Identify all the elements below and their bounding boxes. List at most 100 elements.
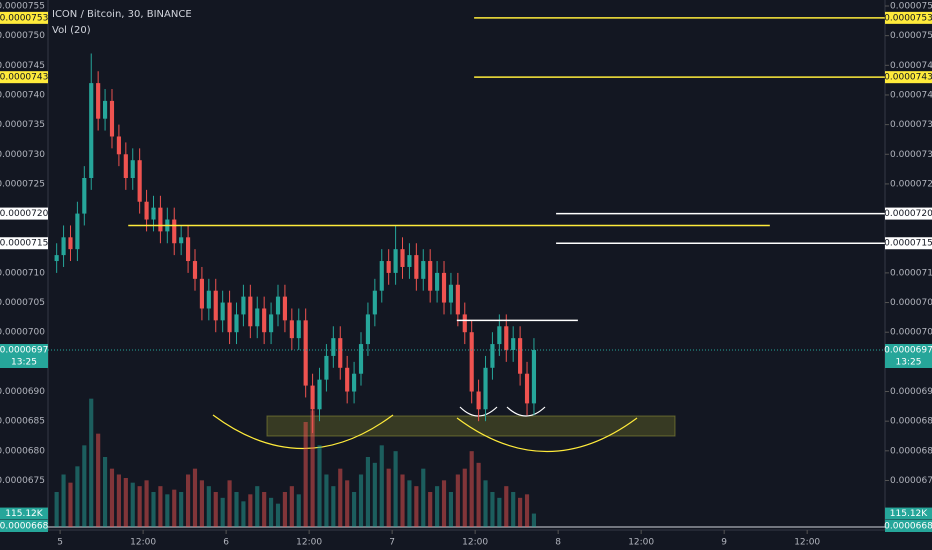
arc [506, 406, 546, 417]
chart-title: ICON / Bitcoin, 30, BINANCE [52, 9, 192, 20]
candle-body [310, 385, 315, 410]
candle-body [116, 136, 121, 155]
volume-bar [116, 474, 121, 527]
candle-body [199, 278, 204, 309]
volume-bar [317, 445, 322, 527]
y-tick-label: 0.0000755 [0, 2, 45, 12]
level-label: 0.0000720 [0, 209, 49, 219]
level-label-box [0, 237, 48, 250]
volume-bar [255, 486, 260, 527]
candle-body [358, 344, 364, 374]
candle-body [137, 160, 142, 202]
candle-body [96, 83, 101, 119]
candle-body [393, 249, 398, 273]
y-tick-label: 0.0000690 [890, 387, 932, 397]
y-tick-label: 0.0000710 [0, 268, 45, 278]
y-tick-label: 0.0000730 [890, 150, 932, 160]
volume-bar [241, 501, 246, 527]
volume-label-box [885, 507, 932, 520]
volume-bar [338, 468, 343, 527]
candle-body [248, 296, 253, 327]
last-price-label-box [885, 344, 932, 356]
volume-bar [172, 489, 177, 527]
candle-body [324, 355, 329, 380]
x-tick-label: 12:00 [462, 538, 488, 548]
volume-bar [192, 468, 198, 527]
volume-bar [469, 451, 474, 527]
volume-bar [407, 480, 412, 527]
y-tick-label: 0.0000705 [0, 298, 45, 308]
candle-body [421, 261, 426, 279]
candle-body [345, 367, 350, 392]
candle-body [372, 290, 377, 315]
candle-body [386, 261, 391, 273]
volume-bar [61, 474, 66, 527]
candle-body [123, 154, 128, 178]
bottom-price-label: 0.0000668 [0, 522, 49, 532]
volume-bar [345, 480, 350, 527]
y-tick-label: 0.0000680 [0, 446, 45, 456]
level-label: 0.0000715 [0, 239, 48, 249]
candle-body [441, 272, 447, 303]
volume-bar [497, 497, 502, 527]
candle-body [462, 314, 467, 333]
candle-body [414, 255, 419, 279]
x-tick-label: 12:00 [628, 538, 654, 548]
x-tick-label: 6 [223, 538, 229, 548]
volume-label: 115.12K [5, 509, 43, 519]
volume-bar [462, 468, 467, 527]
candle-body [428, 261, 433, 291]
x-tick-label: 7 [389, 538, 395, 548]
candle-body [89, 83, 94, 178]
volume-bar [151, 492, 156, 527]
volume-bar [421, 468, 426, 527]
level-label-box [885, 237, 932, 250]
volume-bar [518, 497, 523, 527]
y-tick-label: 0.0000705 [890, 298, 932, 308]
level-label: 0.0000753 [884, 13, 932, 23]
volume-bar [75, 466, 80, 527]
candle-body [241, 296, 246, 315]
volume-bar [352, 492, 357, 527]
level-label: 0.0000743 [884, 73, 932, 83]
volume-label: 115.12K [890, 509, 928, 519]
candle-body [130, 160, 135, 178]
level-label-box [885, 207, 932, 220]
level-label: 0.0000743 [0, 73, 48, 83]
y-tick-label: 0.0000710 [890, 268, 932, 278]
volume-bar [89, 398, 94, 527]
candle-body [483, 367, 488, 410]
volume-bar [206, 486, 211, 527]
y-tick-label: 0.0000735 [0, 120, 45, 130]
level-label-box [885, 11, 932, 24]
volume-bar [455, 474, 460, 527]
candle-body [282, 296, 287, 321]
candle-body [158, 207, 163, 232]
level-label: 0.0000715 [884, 239, 932, 249]
volume-bar [414, 486, 419, 527]
candle-body [186, 237, 191, 262]
volume-bar [435, 486, 440, 527]
y-tick-label: 0.0000735 [890, 120, 932, 130]
candle-body [338, 338, 343, 368]
volume-bar [186, 474, 191, 527]
volume-bar [234, 492, 239, 527]
volume-bar [400, 474, 405, 527]
candle-body [504, 326, 509, 350]
bottom-price-label-box [885, 520, 932, 532]
volume-bar [428, 492, 433, 527]
y-tick-label: 0.0000685 [890, 417, 932, 427]
candle-body [179, 237, 184, 244]
candle-body [144, 201, 149, 220]
volume-bar [448, 492, 454, 527]
candle-body [511, 338, 516, 350]
candle-body [213, 290, 218, 321]
x-tick-label: 12:00 [130, 538, 156, 548]
volume-bar [365, 457, 371, 527]
candle-body [407, 255, 412, 267]
volume-bar [490, 492, 495, 527]
level-label-box [885, 71, 932, 84]
level-label: 0.0000720 [884, 209, 932, 219]
x-tick-label: 12:00 [296, 538, 322, 548]
